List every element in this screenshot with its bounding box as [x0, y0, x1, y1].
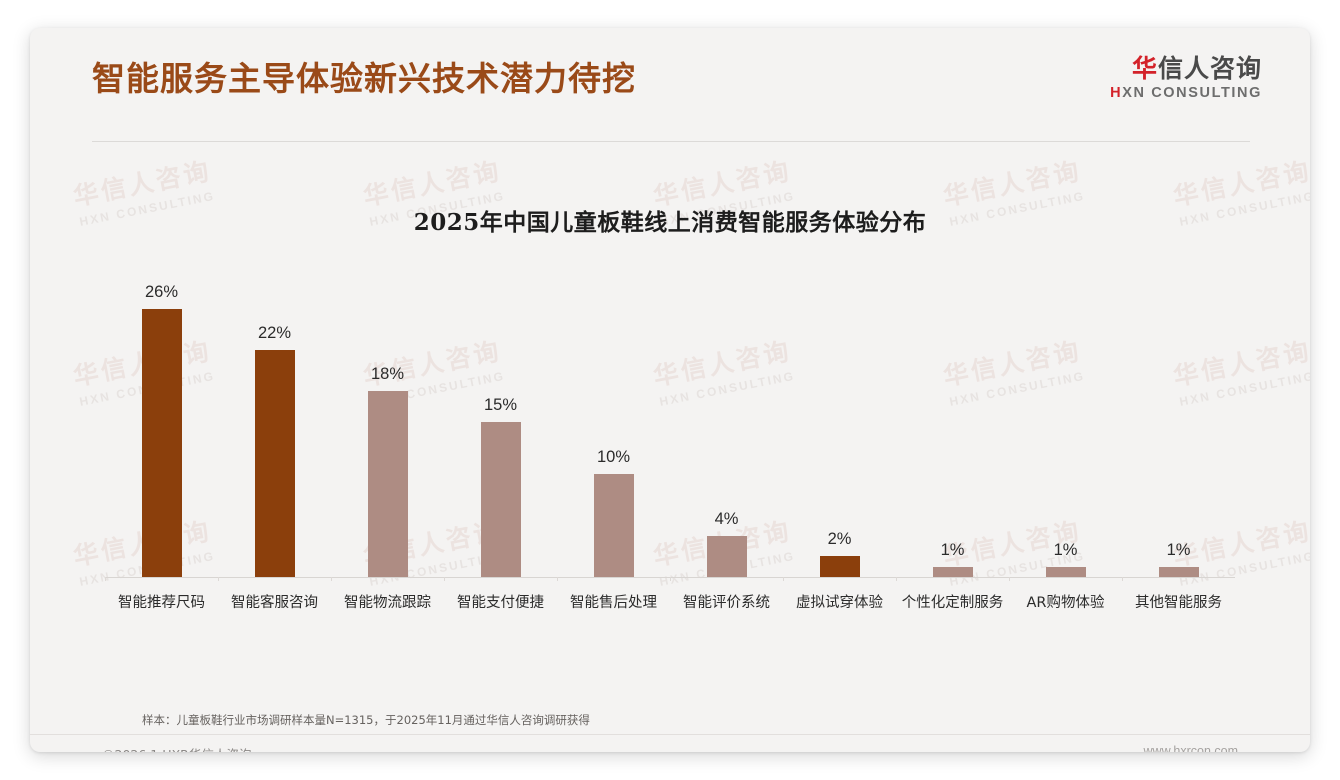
bar-value-label: 1% — [940, 540, 965, 559]
bar-slot[interactable]: 1% — [1009, 278, 1122, 581]
bar-value-label: 10% — [596, 447, 631, 466]
bar-slot[interactable]: 1% — [896, 278, 1009, 581]
bar[interactable] — [480, 422, 521, 577]
bar-value-label: 2% — [827, 530, 852, 549]
category-label: 其他智能服务 — [1135, 595, 1222, 611]
bar[interactable] — [141, 309, 182, 577]
bar-value-label: 1% — [1053, 540, 1078, 559]
chart-title: 2025年中国儿童板鞋线上消费智能服务体验分布 — [413, 209, 927, 236]
footer-copyright: ©2026.1 HXR华信人咨询 — [102, 744, 251, 752]
bar[interactable] — [367, 391, 408, 577]
footer-divider — [30, 734, 1310, 735]
category-label: 智能评价系统 — [683, 595, 770, 611]
bar-slot[interactable]: 1% — [1122, 278, 1235, 581]
header-divider — [92, 141, 1250, 142]
logo-chinese-first-char: 华 — [1131, 54, 1158, 83]
bar[interactable] — [1045, 566, 1086, 577]
bar-series: 26% 22% 18% 15% 10% 4% 2% 1% 1% 1% — [105, 278, 1235, 581]
bar[interactable] — [706, 535, 747, 577]
logo-english: HXN CONSULTING — [1110, 85, 1262, 101]
footer-website: www.hxrcon.com — [1143, 744, 1238, 752]
bar-chart-plot: 26% 22% 18% 15% 10% 4% 2% 1% 1% 1% — [75, 278, 1265, 581]
bar-value-label: 22% — [257, 324, 292, 343]
category-label: 虚拟试穿体验 — [796, 595, 883, 611]
bar-slot[interactable]: 22% — [218, 278, 331, 581]
category-label: 智能物流跟踪 — [344, 595, 431, 611]
logo-english-rest: XN CONSULTING — [1122, 85, 1262, 102]
bar-value-label: 1% — [1166, 540, 1191, 559]
bar[interactable] — [819, 556, 860, 577]
company-logo: 华信人咨询 HXN CONSULTING — [1110, 54, 1262, 101]
bar[interactable] — [593, 473, 634, 577]
category-label: AR购物体验 — [1026, 595, 1105, 611]
bar[interactable] — [932, 566, 973, 577]
bar[interactable] — [1158, 566, 1199, 577]
bar-slot[interactable]: 4% — [670, 278, 783, 581]
bar-value-label: 15% — [483, 396, 518, 415]
x-axis-category-labels: 智能推荐尺码 智能客服咨询 智能物流跟踪 智能支付便捷 智能售后处理 智能评价系统 虚拟试穿… — [105, 591, 1235, 612]
bar-slot[interactable]: 26% — [105, 278, 218, 581]
logo-chinese-rest: 信人咨询 — [1157, 54, 1262, 83]
source-footnote: 样本：儿童板鞋行业市场调研样本量N=1315，于2025年11月通过华信人咨询调… — [142, 713, 590, 727]
bar-value-label: 18% — [370, 365, 405, 384]
bar-slot[interactable]: 10% — [557, 278, 670, 581]
bar-slot[interactable]: 18% — [331, 278, 444, 581]
category-label: 智能客服咨询 — [231, 595, 318, 611]
slide-header: 智能服务主导体验新兴技术潜力待挖 华信人咨询 HXN CONSULTING — [30, 28, 1310, 121]
bar-value-label: 26% — [144, 283, 179, 301]
bar[interactable] — [254, 350, 295, 577]
category-label: 智能售后处理 — [570, 595, 657, 611]
category-label: 智能推荐尺码 — [118, 595, 205, 611]
category-label: 个性化定制服务 — [901, 595, 1004, 611]
logo-english-first-char: H — [1110, 85, 1123, 102]
bar-slot[interactable]: 2% — [783, 278, 896, 581]
bar-slot[interactable]: 15% — [444, 278, 557, 581]
category-label: 智能支付便捷 — [457, 595, 544, 611]
page-title: 智能服务主导体验新兴技术潜力待挖 — [92, 59, 636, 98]
bar-value-label: 4% — [714, 509, 739, 528]
logo-chinese: 华信人咨询 — [1110, 54, 1262, 83]
slide-canvas: 华信人咨询 HXN CONSULTING 华信人咨询 HXN CONSULTING 华信… — [30, 28, 1310, 752]
